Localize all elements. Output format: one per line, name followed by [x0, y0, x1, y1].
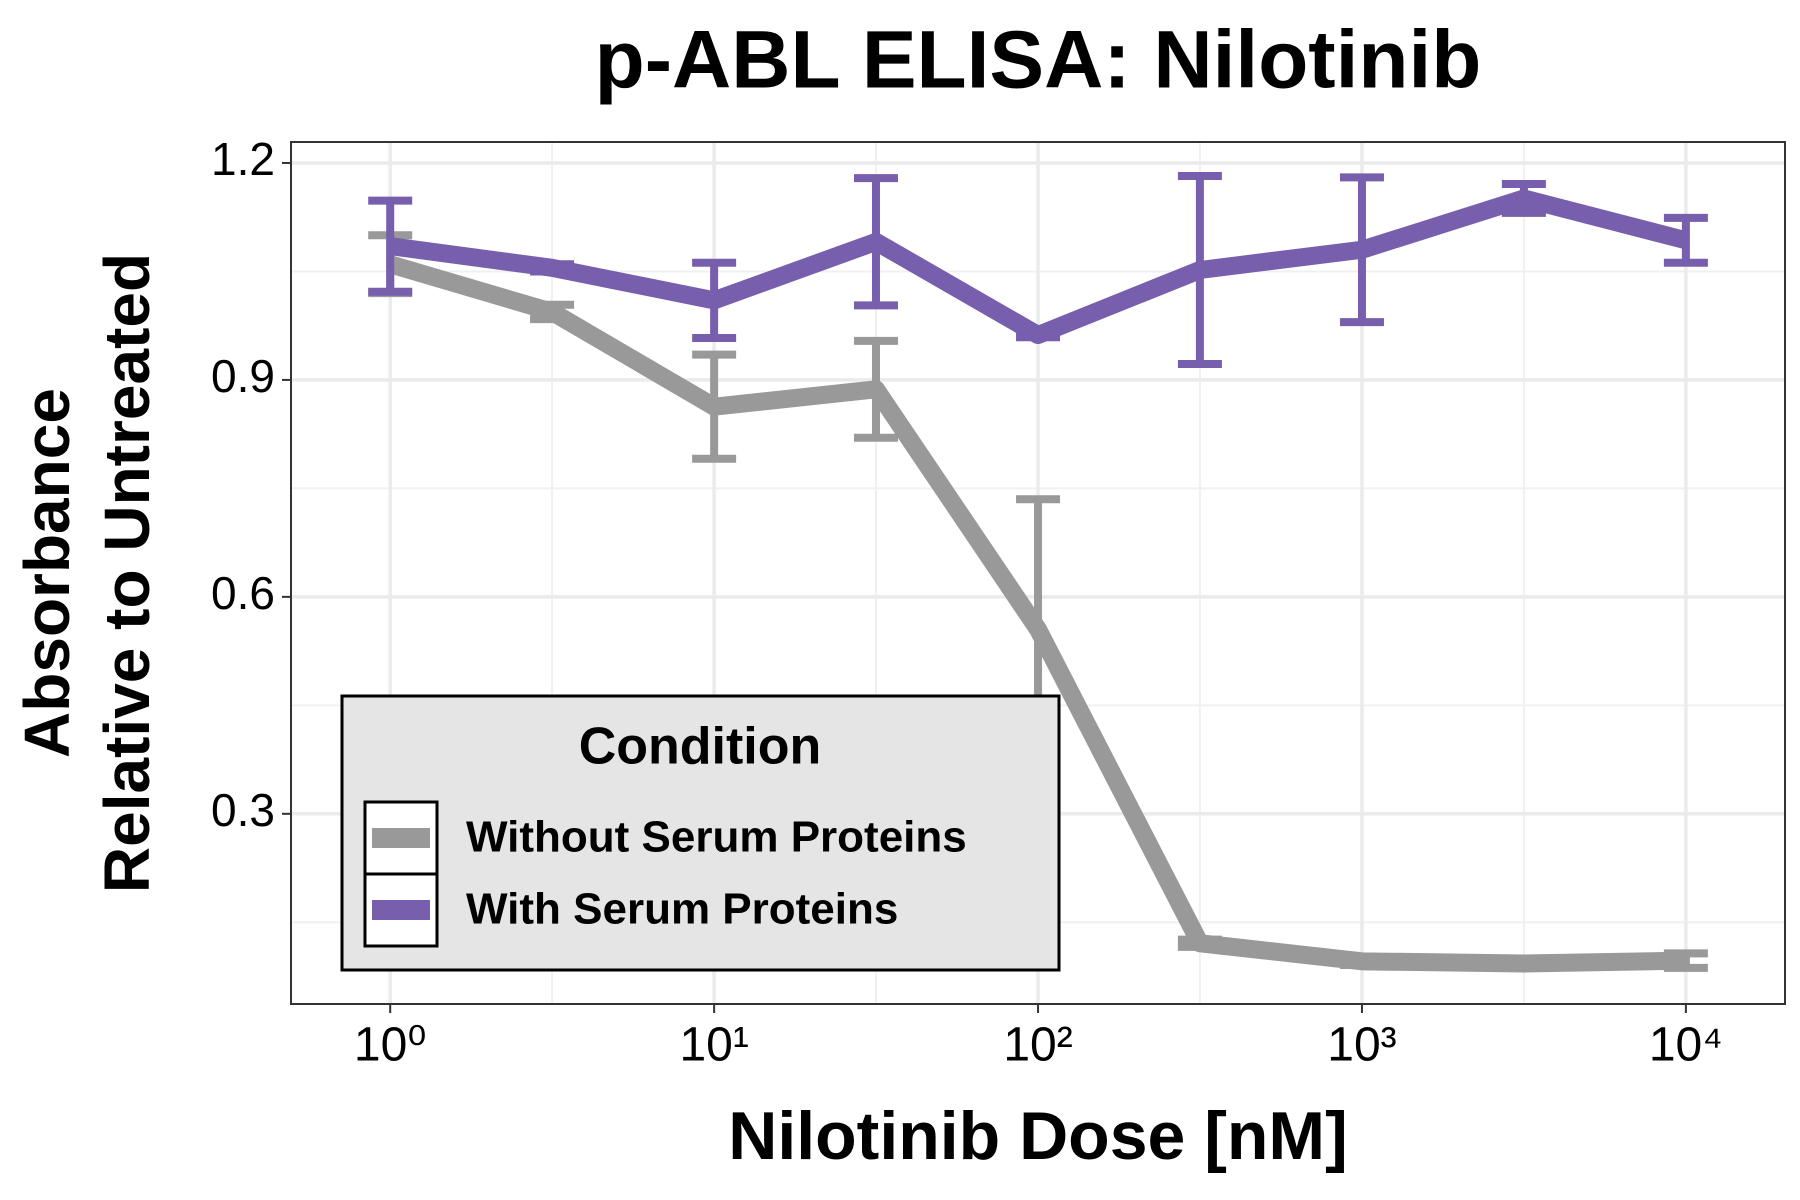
- x-axis-label: Nilotinib Dose [nM]: [728, 1098, 1347, 1174]
- y-axis-label: Relative to Untreated: [91, 253, 163, 893]
- x-tick-label: 10¹: [679, 1019, 748, 1072]
- y-axis-label: Absorbance: [11, 388, 83, 758]
- legend-label: Without Serum Proteins: [466, 813, 967, 862]
- x-tick-label: 10³: [1327, 1019, 1396, 1072]
- legend-box: [340, 694, 1061, 972]
- x-tick-label: 10⁴: [1649, 1019, 1723, 1072]
- legend-label: With Serum Proteins: [466, 885, 898, 934]
- series-line: [389, 189, 1689, 345]
- chart-title: p-ABL ELISA: Nilotinib: [595, 15, 1482, 106]
- y-tick-label: 1.2: [211, 133, 275, 185]
- y-tick-label: 0.6: [211, 567, 275, 619]
- plot-border: [290, 141, 1786, 1005]
- legend-title: Condition: [579, 718, 822, 776]
- y-tick-label: 0.3: [211, 784, 275, 836]
- y-tick-label: 0.9: [211, 350, 275, 402]
- x-tick-label: 10⁰: [354, 1019, 427, 1072]
- x-tick-label: 10²: [1003, 1019, 1072, 1072]
- series-line: [387, 255, 1687, 973]
